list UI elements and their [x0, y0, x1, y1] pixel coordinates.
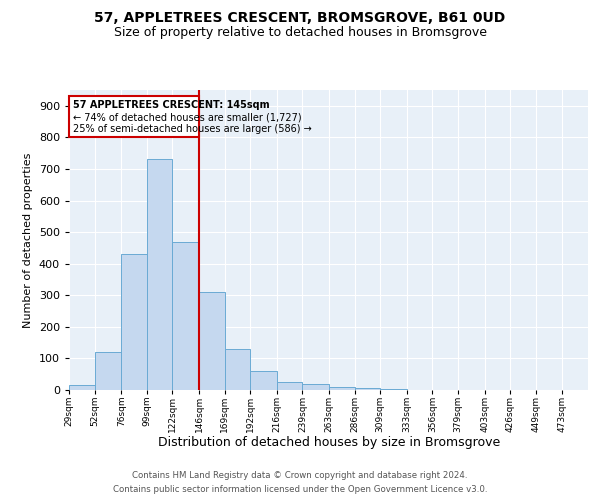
Bar — [302, 384, 329, 390]
Y-axis label: Number of detached properties: Number of detached properties — [23, 152, 33, 328]
Bar — [250, 371, 277, 390]
Text: ← 74% of detached houses are smaller (1,727): ← 74% of detached houses are smaller (1,… — [73, 112, 302, 122]
Bar — [277, 382, 302, 390]
Bar — [172, 242, 199, 390]
Bar — [224, 349, 250, 390]
Text: Size of property relative to detached houses in Bromsgrove: Size of property relative to detached ho… — [113, 26, 487, 39]
Bar — [329, 387, 355, 390]
Bar — [69, 386, 95, 390]
Text: Distribution of detached houses by size in Bromsgrove: Distribution of detached houses by size … — [158, 436, 500, 449]
Bar — [121, 254, 147, 390]
Text: Contains public sector information licensed under the Open Government Licence v3: Contains public sector information licen… — [113, 484, 487, 494]
Text: 57 APPLETREES CRESCENT: 145sqm: 57 APPLETREES CRESCENT: 145sqm — [73, 100, 270, 110]
Text: 57, APPLETREES CRESCENT, BROMSGROVE, B61 0UD: 57, APPLETREES CRESCENT, BROMSGROVE, B61… — [94, 11, 506, 25]
FancyBboxPatch shape — [69, 96, 199, 138]
Bar — [355, 388, 380, 390]
Text: Contains HM Land Registry data © Crown copyright and database right 2024.: Contains HM Land Registry data © Crown c… — [132, 472, 468, 480]
Bar — [147, 160, 172, 390]
Bar — [199, 292, 224, 390]
Text: 25% of semi-detached houses are larger (586) →: 25% of semi-detached houses are larger (… — [73, 124, 312, 134]
Bar — [95, 352, 121, 390]
